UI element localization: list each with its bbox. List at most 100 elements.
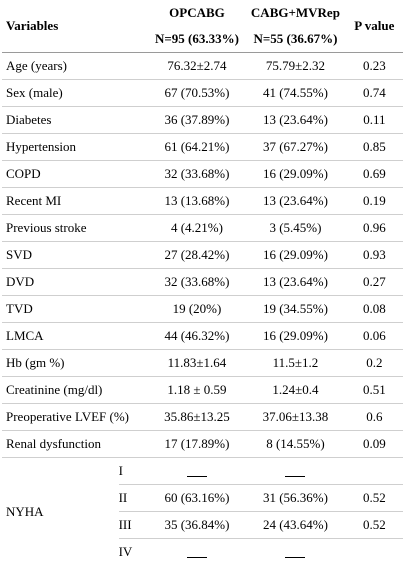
row-label: Renal dysfunction — [6, 436, 101, 451]
empty-dash — [186, 468, 207, 477]
row-p-value: 0.51 — [362, 382, 386, 397]
nyha-value-b: 31 (56.36%) — [262, 490, 328, 505]
nyha-value-b: 24 (43.64%) — [262, 517, 328, 532]
row-p-value: 0.69 — [362, 166, 386, 181]
row-label: Hb (gm %) — [6, 355, 65, 370]
header-row-2: N=95 (63.33%) N=55 (36.67%) — [2, 26, 403, 53]
baseline-characteristics-table: Variables OPCABG CABG+MVRep P value N=95… — [2, 0, 403, 566]
row-value-a: 13 (13.68%) — [164, 193, 230, 208]
nyha-row-iii: III 35 (36.84%) 24 (43.64%) 0.52 — [2, 511, 403, 539]
row-label: COPD — [6, 166, 41, 181]
nyha-value-a — [149, 539, 245, 566]
nyha-p-value: 0.52 — [362, 517, 386, 532]
row-p-value: 0.19 — [362, 193, 386, 208]
header-group-a: OPCABG — [169, 5, 225, 20]
row-p-value: 0.74 — [362, 85, 386, 100]
row-label: LMCA — [6, 328, 44, 343]
row-value-a: 1.18 ± 0.59 — [167, 382, 227, 397]
table-row: Sex (male) 67 (70.53%) 41 (74.55%) 0.74 — [2, 79, 403, 107]
table-row: Previous stroke 4 (4.21%) 3 (5.45%) 0.96 — [2, 214, 403, 242]
header-row-1: Variables OPCABG CABG+MVRep P value — [2, 0, 403, 33]
table-row: Age (years) 76.32±2.74 75.79±2.32 0.23 — [2, 52, 403, 80]
header-group-b: CABG+MVRep — [250, 5, 340, 20]
nyha-value-a — [149, 458, 245, 485]
row-p-value: 0.2 — [366, 355, 383, 370]
row-value-b: 13 (23.64%) — [262, 193, 328, 208]
row-p-value: 0.23 — [362, 58, 386, 73]
row-value-b: 41 (74.55%) — [262, 85, 328, 100]
empty-dash — [186, 549, 207, 558]
table-row: LMCA 44 (46.32%) 16 (29.09%) 0.06 — [2, 322, 403, 350]
nyha-p-value — [346, 539, 403, 566]
table-row: Creatinine (mg/dl) 1.18 ± 0.59 1.24±0.4 … — [2, 376, 403, 404]
nyha-p-value: 0.52 — [362, 490, 386, 505]
row-p-value: 0.27 — [362, 274, 386, 289]
row-value-a: 44 (46.32%) — [164, 328, 230, 343]
header-group-b-n: N=55 (36.67%) — [253, 31, 338, 46]
row-value-a: 19 (20%) — [172, 301, 222, 316]
row-value-a: 27 (28.42%) — [164, 247, 230, 262]
nyha-value-a: 35 (36.84%) — [164, 517, 230, 532]
table-row: Hb (gm %) 11.83±1.64 11.5±1.2 0.2 — [2, 349, 403, 377]
row-value-b: 37 (67.27%) — [262, 139, 328, 154]
header-group-a-n: N=95 (63.33%) — [154, 31, 239, 46]
row-label: Preoperative LVEF (%) — [6, 409, 129, 424]
row-value-b: 19 (34.55%) — [262, 301, 328, 316]
table-row: COPD 32 (33.68%) 16 (29.09%) 0.69 — [2, 160, 403, 188]
row-value-b: 13 (23.64%) — [262, 274, 328, 289]
row-value-a: 35.86±13.25 — [164, 409, 230, 424]
row-value-b: 16 (29.09%) — [262, 247, 328, 262]
table-row: Preoperative LVEF (%) 35.86±13.25 37.06±… — [2, 403, 403, 431]
row-value-a: 11.83±1.64 — [167, 355, 227, 370]
row-p-value: 0.93 — [362, 247, 386, 262]
row-value-b: 11.5±1.2 — [272, 355, 319, 370]
row-value-a: 67 (70.53%) — [164, 85, 230, 100]
header-p-value: P value — [354, 18, 395, 33]
row-value-b: 16 (29.09%) — [262, 328, 328, 343]
row-value-b: 13 (23.64%) — [262, 112, 328, 127]
table-row: Diabetes 36 (37.89%) 13 (23.64%) 0.11 — [2, 106, 403, 134]
row-value-a: 36 (37.89%) — [164, 112, 230, 127]
table-row: DVD 32 (33.68%) 13 (23.64%) 0.27 — [2, 268, 403, 296]
row-value-b: 16 (29.09%) — [262, 166, 328, 181]
row-value-a: 4 (4.21%) — [170, 220, 223, 235]
row-value-a: 17 (17.89%) — [164, 436, 230, 451]
nyha-class-label: III — [118, 517, 132, 532]
row-value-b: 3 (5.45%) — [269, 220, 322, 235]
row-p-value: 0.85 — [362, 139, 386, 154]
nyha-class-label: IV — [118, 544, 133, 560]
row-label: Sex (male) — [6, 85, 63, 100]
nyha-row-i: NYHA I — [2, 457, 403, 519]
empty-dash — [285, 549, 306, 558]
row-label: Diabetes — [6, 112, 52, 127]
row-p-value: 0.11 — [363, 112, 386, 127]
row-value-b: 8 (14.55%) — [266, 436, 325, 451]
row-value-a: 61 (64.21%) — [164, 139, 230, 154]
nyha-class-label: II — [118, 490, 128, 505]
row-label: Creatinine (mg/dl) — [6, 382, 103, 397]
empty-dash — [285, 468, 306, 477]
row-label: DVD — [6, 274, 35, 289]
row-value-a: 32 (33.68%) — [164, 274, 230, 289]
nyha-value-b — [245, 458, 346, 485]
nyha-row-iv: IV — [2, 538, 403, 566]
table-row: TVD 19 (20%) 19 (34.55%) 0.08 — [2, 295, 403, 323]
row-p-value: 0.09 — [362, 436, 386, 451]
row-value-a: 76.32±2.74 — [167, 58, 227, 73]
row-value-b: 37.06±13.38 — [262, 409, 329, 424]
nyha-p-value — [346, 458, 403, 485]
header-variables: Variables — [6, 18, 59, 33]
row-p-value: 0.96 — [362, 220, 386, 235]
row-label: Hypertension — [6, 139, 77, 154]
nyha-value-a: 60 (63.16%) — [164, 490, 230, 505]
nyha-class-label: I — [118, 463, 123, 478]
nyha-row-ii: II 60 (63.16%) 31 (56.36%) 0.52 — [2, 484, 403, 512]
row-value-b: 75.79±2.32 — [265, 58, 325, 73]
row-label: Recent MI — [6, 193, 62, 208]
table-row: Hypertension 61 (64.21%) 37 (67.27%) 0.8… — [2, 133, 403, 161]
table-row: SVD 27 (28.42%) 16 (29.09%) 0.93 — [2, 241, 403, 269]
row-p-value: 0.06 — [362, 328, 386, 343]
row-label: Previous stroke — [6, 220, 87, 235]
row-value-b: 1.24±0.4 — [272, 382, 319, 397]
